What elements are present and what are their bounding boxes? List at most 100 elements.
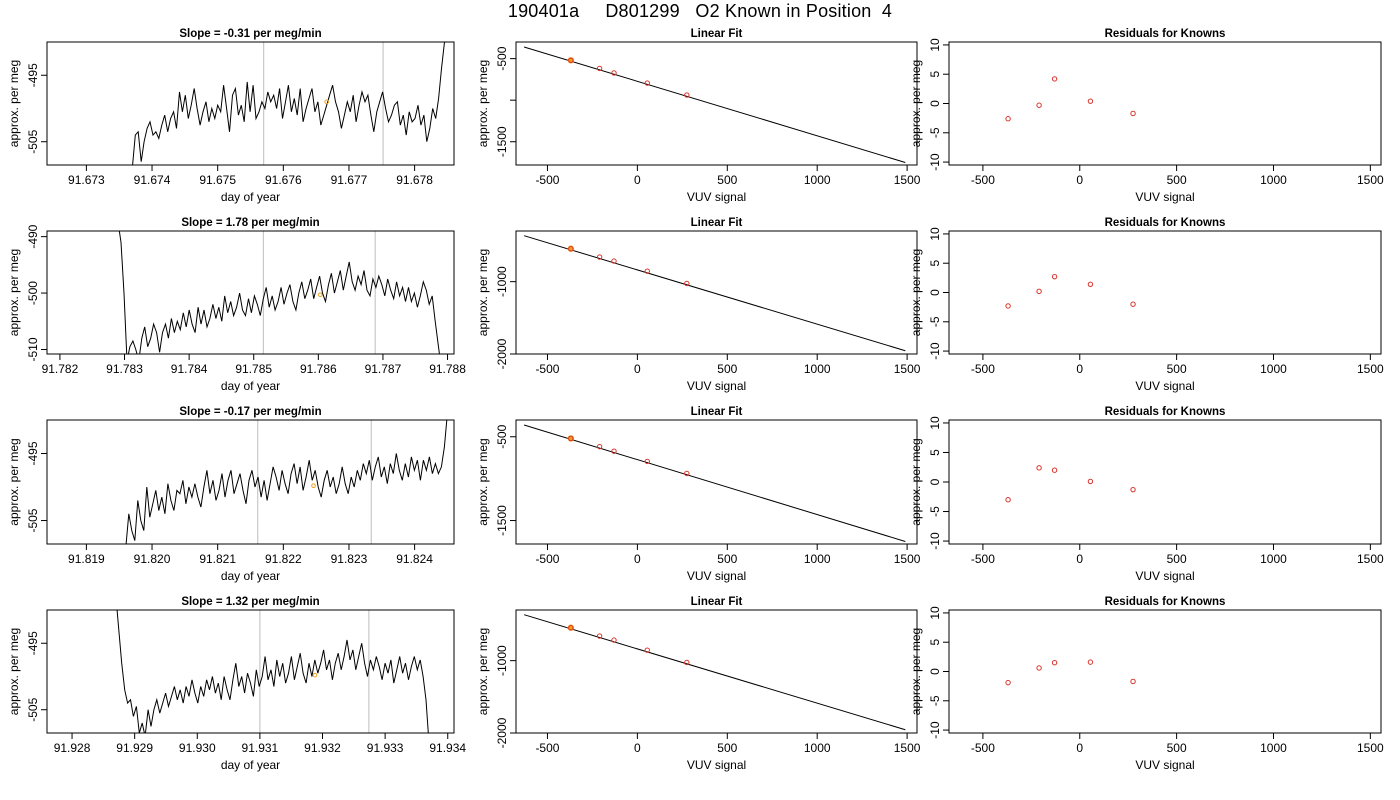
plot-frame (515, 230, 918, 355)
fit-line (523, 46, 906, 163)
y-axis-label: approx. per meg (7, 60, 21, 147)
x-tick-label: 91.674 (134, 173, 171, 187)
x-tick-label: 500 (1167, 362, 1187, 376)
y-tick-label: -10 (928, 342, 942, 360)
x-tick-label: 91.783 (106, 362, 143, 376)
x-axis-label: VUV signal (687, 190, 746, 204)
data-point (684, 92, 690, 98)
x-tick-label: 500 (717, 552, 737, 566)
plot-frame (515, 41, 918, 166)
data-point (1051, 273, 1058, 280)
x-tick-label: 500 (717, 362, 737, 376)
y-tick-label: 5 (928, 260, 942, 267)
y-tick-label: -505 (26, 508, 40, 532)
x-tick-label: 1000 (1260, 362, 1287, 376)
x-tick-label: 0 (1076, 173, 1083, 187)
x-tick-label: 91.788 (429, 362, 466, 376)
x-tick-label: 91.932 (304, 741, 341, 755)
data-point (1130, 678, 1136, 685)
y-tick-label: -495 (26, 63, 40, 87)
y-tick-label: 5 (928, 71, 942, 78)
y-axis-label: approx. per meg (476, 438, 490, 525)
fit-line (523, 235, 906, 352)
data-point (644, 268, 650, 274)
x-axis-label: day of year (221, 379, 280, 393)
y-axis-label: approx. per meg (909, 628, 923, 715)
x-tick-label: -500 (971, 741, 995, 755)
x-tick-label: 91.786 (300, 362, 337, 376)
y-axis-label: approx. per meg (909, 60, 923, 147)
data-series-line (132, 42, 446, 165)
x-tick-label: 91.821 (199, 552, 236, 566)
x-tick-label: 91.678 (396, 173, 433, 187)
y-tick-label: 5 (928, 639, 942, 646)
y-tick-label: -2000 (495, 717, 509, 748)
data-point (1087, 659, 1094, 665)
x-tick-label: 0 (634, 741, 641, 755)
data-point (611, 637, 617, 643)
data-point (1005, 116, 1011, 122)
y-tick-label: -495 (26, 441, 40, 465)
x-tick-label: 1500 (1357, 741, 1384, 755)
x-tick-label: 1500 (1357, 362, 1384, 376)
mean-marker (311, 483, 316, 488)
data-point (568, 246, 574, 252)
y-tick-label: -5 (928, 127, 942, 138)
mean-marker (324, 99, 329, 105)
x-tick-label: 91.934 (429, 741, 466, 755)
x-tick-label: 500 (717, 741, 737, 755)
x-axis-label: VUV signal (687, 758, 746, 772)
data-series-line (116, 610, 429, 733)
data-point (684, 470, 690, 477)
x-tick-label: 0 (1076, 741, 1083, 755)
x-tick-label: -500 (535, 552, 559, 566)
y-axis-label: approx. per meg (7, 249, 21, 336)
panel-title: Linear Fit (691, 28, 743, 40)
y-tick-label: -505 (26, 697, 40, 721)
data-point (1005, 497, 1011, 503)
y-tick-label: -5 (928, 316, 942, 327)
x-tick-label: 91.823 (331, 552, 368, 566)
x-tick-label: -500 (971, 552, 995, 566)
plot-frame (515, 419, 918, 545)
x-tick-label: 91.676 (265, 173, 302, 187)
panel-title: Residuals for Knowns (1105, 596, 1226, 608)
x-tick-label: 1500 (894, 173, 921, 187)
fit-line (523, 614, 906, 731)
x-tick-label: 91.931 (242, 741, 279, 755)
x-tick-label: -500 (535, 741, 559, 755)
y-tick-label: 0 (928, 668, 942, 675)
plot-frame (46, 419, 455, 545)
panel-title: Linear Fit (691, 596, 743, 608)
x-tick-label: 91.677 (331, 173, 368, 187)
y-tick-label: 10 (928, 606, 942, 620)
plot-frame (948, 419, 1382, 545)
panel-title: Residuals for Knowns (1105, 217, 1226, 229)
x-tick-label: 1000 (804, 173, 831, 187)
y-tick-label: 10 (928, 227, 942, 241)
x-tick-label: 91.784 (171, 362, 208, 376)
data-point (684, 280, 690, 287)
x-tick-label: 91.822 (265, 552, 302, 566)
data-point (1087, 281, 1094, 287)
data-series-line (125, 420, 448, 544)
x-tick-label: 91.930 (179, 741, 216, 755)
data-point (596, 443, 603, 450)
x-tick-label: 1500 (1357, 173, 1384, 187)
x-tick-label: 91.782 (42, 362, 79, 376)
panel-title: Slope = -0.17 per meg/min (179, 406, 321, 418)
y-tick-label: -1000 (495, 645, 509, 676)
y-tick-label: -10 (928, 153, 942, 171)
panel-title: Linear Fit (691, 217, 743, 229)
x-tick-label: 1500 (1357, 552, 1384, 566)
x-axis-label: VUV signal (1135, 190, 1194, 204)
data-point (611, 258, 617, 264)
mean-marker (312, 672, 318, 678)
x-tick-label: 1000 (1260, 552, 1287, 566)
x-tick-label: 1500 (894, 741, 921, 755)
x-tick-label: 91.933 (367, 741, 404, 755)
x-tick-label: 0 (634, 362, 641, 376)
x-axis-label: day of year (221, 758, 280, 772)
x-axis-label: day of year (221, 569, 280, 583)
x-tick-label: 91.820 (134, 552, 171, 566)
